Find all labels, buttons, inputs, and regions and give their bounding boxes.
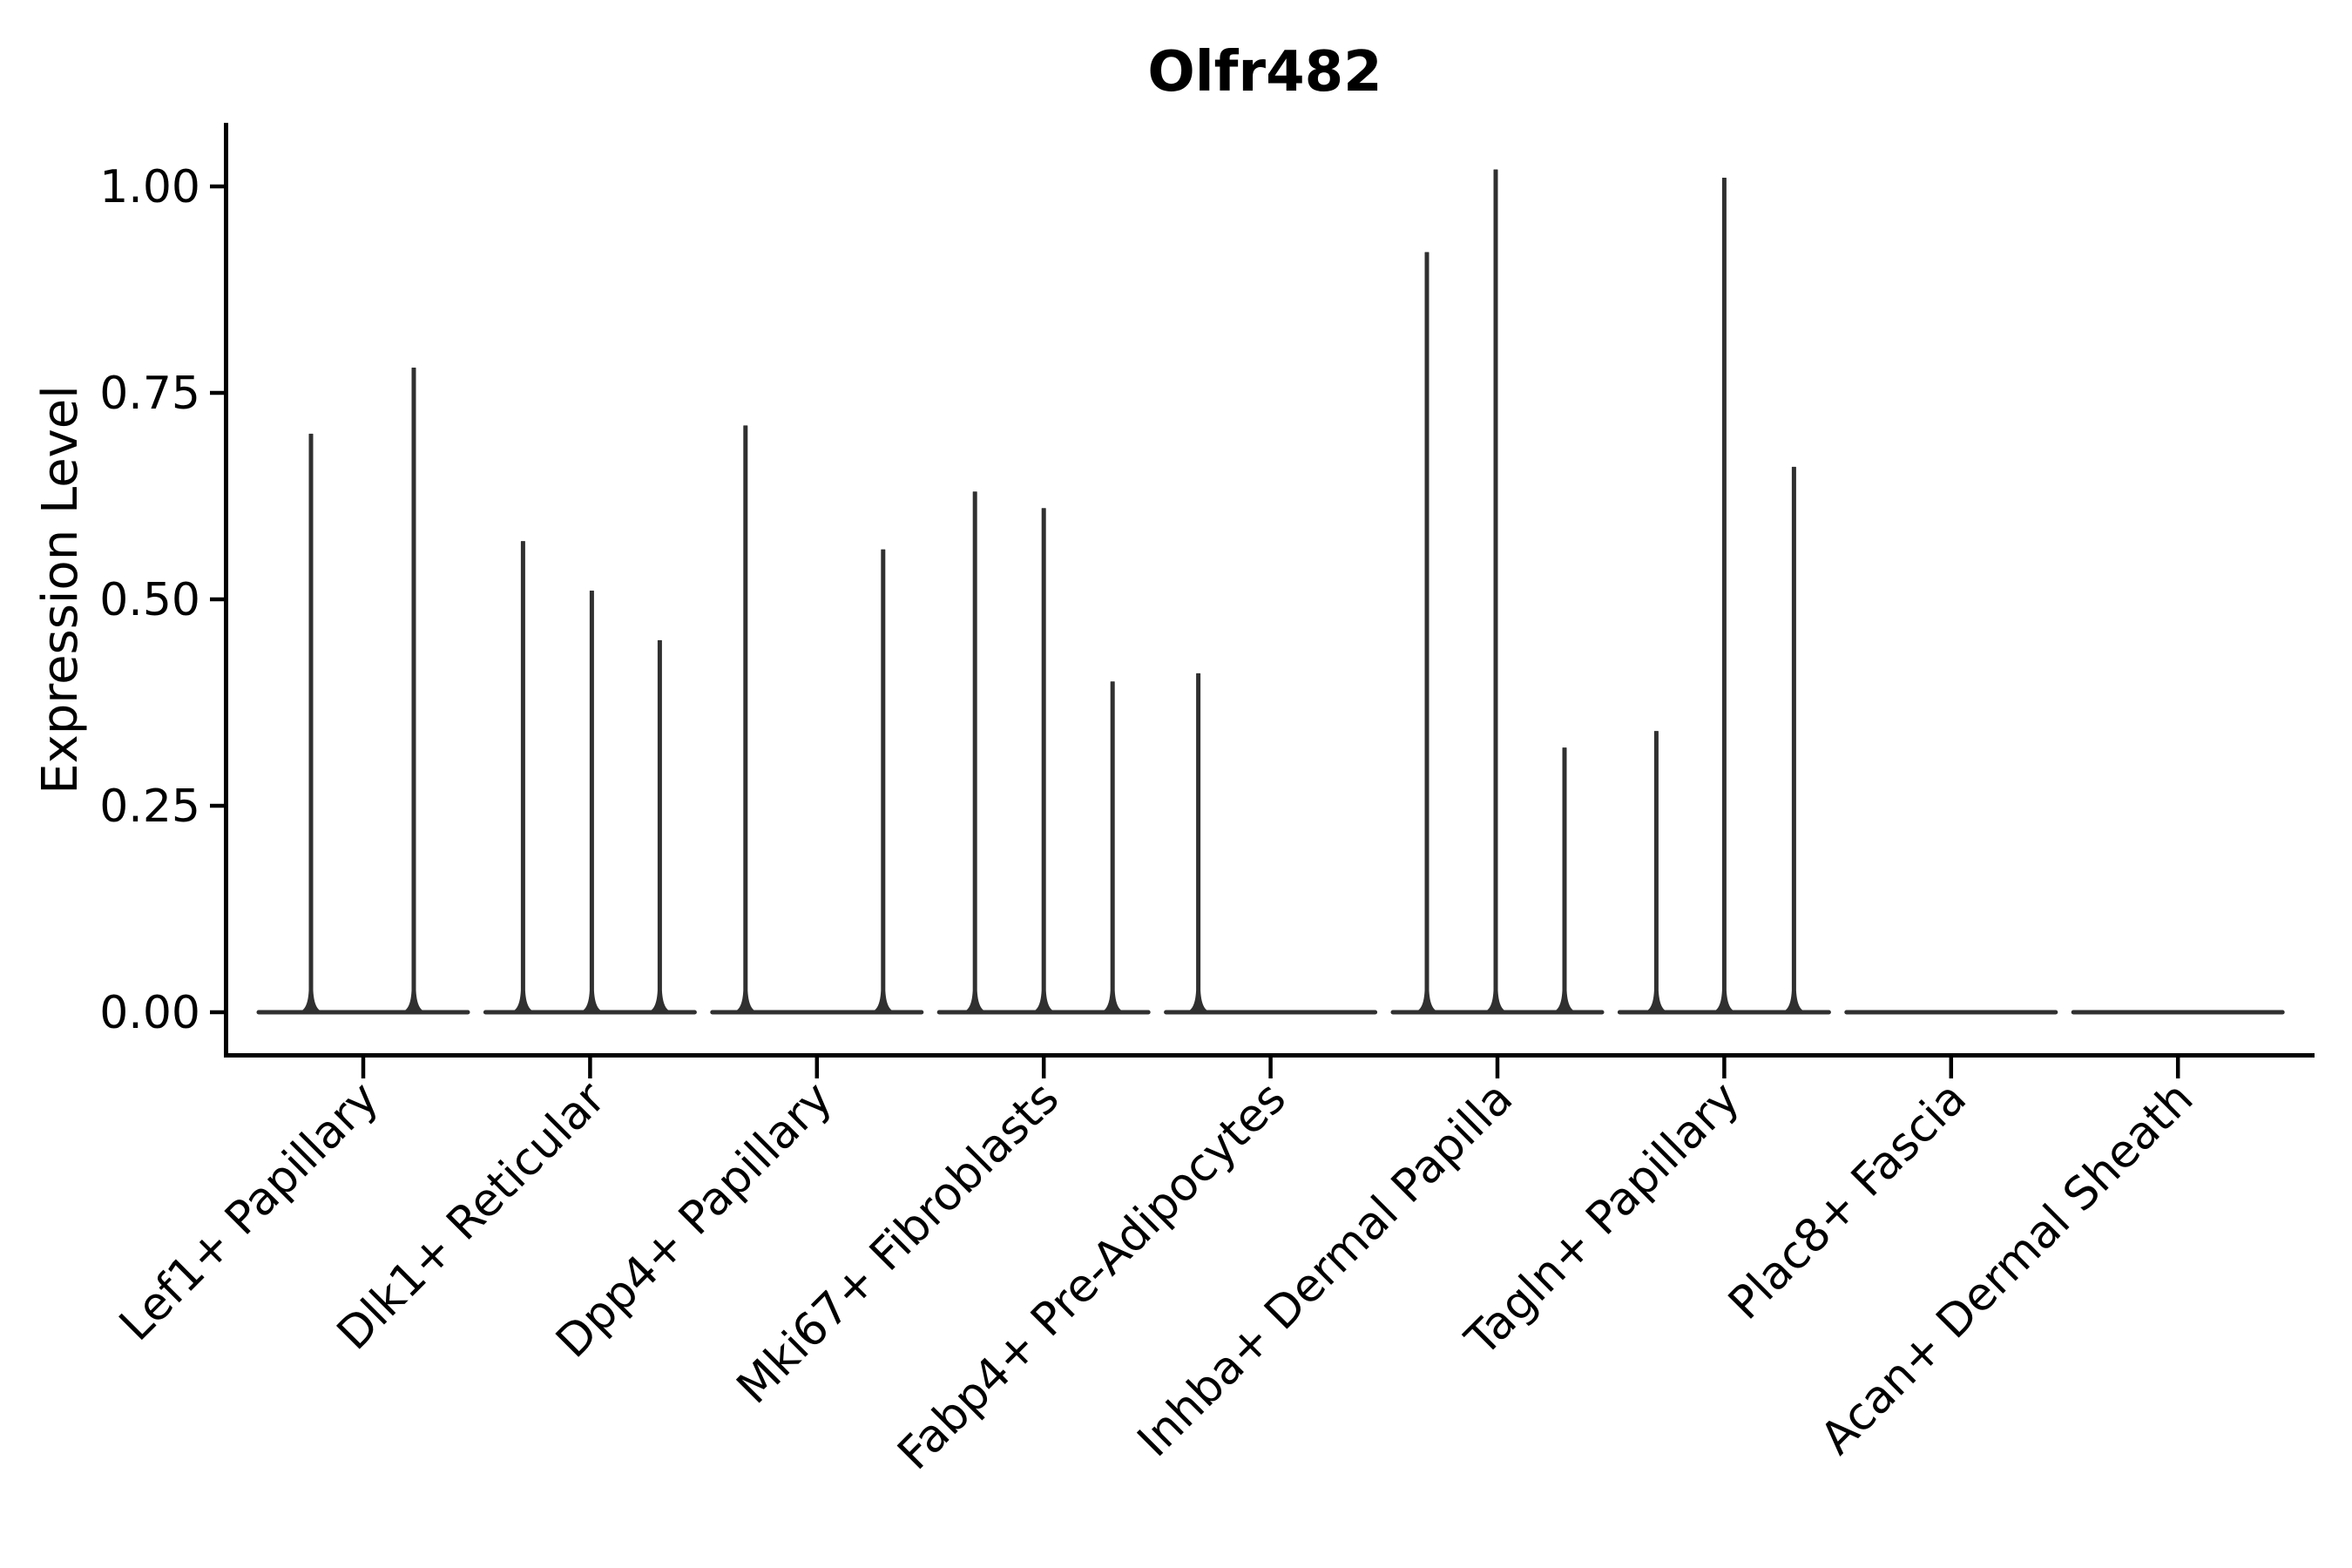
- violin-spike: [1416, 252, 1437, 1014]
- x-tick-label: Plac8+ Fascia: [1719, 1072, 1977, 1330]
- y-tick-label: 0.75: [99, 368, 200, 420]
- y-tick-label: 0.00: [99, 987, 200, 1039]
- violin-spike: [649, 639, 670, 1014]
- violin-spike: [964, 491, 985, 1014]
- violin-spike: [1646, 731, 1666, 1014]
- violin-spike: [873, 549, 894, 1014]
- axes: [224, 123, 2315, 1058]
- violin-spike: [301, 433, 321, 1014]
- violin-spike: [1783, 466, 1804, 1014]
- y-axis-title: Expression Level: [32, 385, 89, 794]
- violin-spike: [1713, 178, 1734, 1014]
- violin-spike: [403, 368, 424, 1014]
- violin-spike: [1485, 169, 1506, 1014]
- y-tick-label: 0.50: [99, 574, 200, 626]
- x-tick-label: Inhba+ Dermal Papilla: [1128, 1072, 1523, 1467]
- violin-spike: [735, 425, 756, 1014]
- x-tick-label: Acan+ Dermal Sheath: [1811, 1072, 2204, 1465]
- violin-spike: [512, 541, 533, 1014]
- violin-spike: [1554, 747, 1575, 1014]
- chart-title: Olfr482: [1147, 40, 1382, 105]
- violin-spike: [581, 591, 602, 1014]
- violin-spike: [1188, 672, 1209, 1014]
- violin-spike: [1102, 681, 1123, 1014]
- y-tick-label: 1.00: [99, 161, 200, 213]
- y-tick-label: 0.25: [99, 781, 200, 833]
- x-tick-label: Fabp4+ Pre-Adipocytes: [888, 1072, 1295, 1480]
- violin-spike: [1033, 508, 1054, 1014]
- violins: [256, 169, 2285, 1015]
- y-axis-ticks: 0.00 0.25 0.50 0.75 1.00: [99, 161, 226, 1039]
